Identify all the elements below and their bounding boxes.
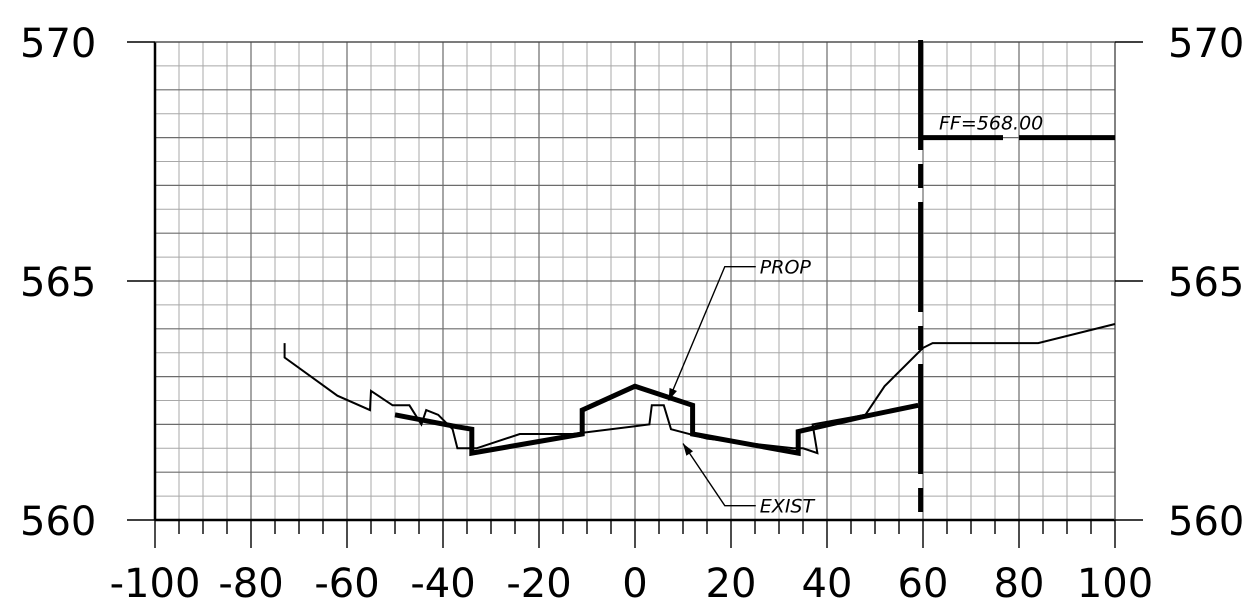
x-tick-label: -20 — [506, 561, 571, 607]
x-tick-label: 60 — [898, 561, 949, 607]
series-line-prop — [394, 383, 919, 457]
x-tick-label: 80 — [994, 561, 1045, 607]
arrowhead-exist — [683, 443, 694, 456]
x-tick-label: 100 — [1077, 561, 1153, 607]
leader-exist — [682, 443, 756, 507]
y-tick-label-right: 560 — [1168, 499, 1244, 545]
annotation-layer: PROP EXIST — [667, 257, 816, 518]
annotation-exist: EXIST — [760, 496, 816, 518]
y-tick-label-right: 565 — [1168, 260, 1244, 306]
x-tick-label: -100 — [110, 561, 201, 607]
y-tick-label-left: 560 — [20, 499, 96, 545]
y-tick-label-left: 570 — [20, 21, 96, 67]
wall-layer: FF=568.00 — [918, 40, 1115, 520]
series-layer — [283, 323, 1116, 457]
x-tick-label: 40 — [802, 561, 853, 607]
arrowhead-prop — [668, 387, 677, 401]
x-tick-label: 20 — [706, 561, 757, 607]
x-tick-label: 0 — [622, 561, 647, 607]
annotation-prop: PROP — [760, 257, 812, 279]
x-tick-label: -60 — [314, 561, 379, 607]
y-tick-label-left: 565 — [20, 260, 96, 306]
tick-label-layer: 560 560 565 565 570 570 -100 -80 -60 -40 -20 0 20 40 6… — [20, 21, 1244, 607]
finish-floor-label: FF=568.00 — [939, 113, 1043, 135]
leader-prop — [667, 265, 756, 401]
x-tick-label: -40 — [410, 561, 475, 607]
x-tick-label: -80 — [218, 561, 283, 607]
x-axis-ticks — [154, 520, 1116, 548]
y-tick-label-right: 570 — [1168, 21, 1244, 67]
series-line-exist — [283, 323, 1116, 455]
